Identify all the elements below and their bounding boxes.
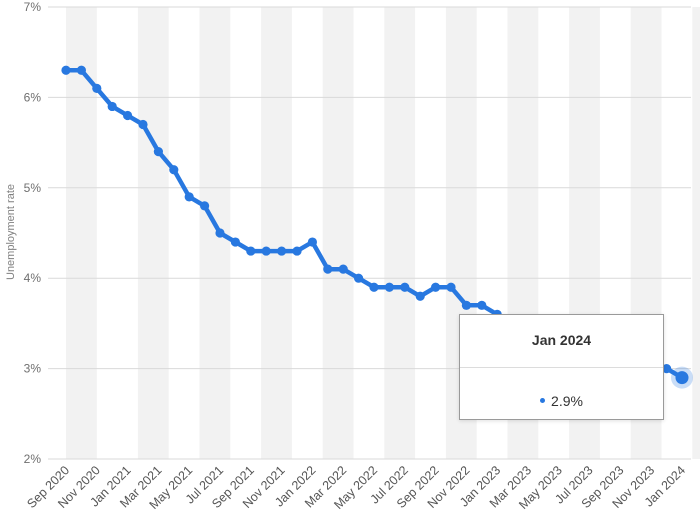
tooltip: Jan 2024 2.9% <box>459 314 664 420</box>
data-point[interactable] <box>369 282 379 292</box>
data-point[interactable] <box>307 237 317 247</box>
data-point[interactable] <box>61 65 71 75</box>
data-point[interactable] <box>662 364 672 374</box>
data-point[interactable] <box>92 83 102 93</box>
tooltip-divider <box>460 367 663 368</box>
y-tick-label: 7% <box>24 0 42 14</box>
data-point[interactable] <box>415 291 425 301</box>
series-dot-icon <box>540 397 546 403</box>
data-point[interactable] <box>323 264 333 274</box>
data-point[interactable] <box>215 228 225 238</box>
data-point[interactable] <box>246 246 256 256</box>
data-point[interactable] <box>200 201 210 211</box>
y-axis-ticks: 2% 3% 4% 5% 6% 7% <box>24 0 42 466</box>
column-band <box>322 7 354 459</box>
column-band <box>137 7 169 459</box>
data-point[interactable] <box>431 282 441 292</box>
column-band <box>261 7 292 459</box>
column-band <box>384 7 416 459</box>
hover-marker[interactable] <box>671 366 693 389</box>
y-tick-label: 5% <box>24 181 42 195</box>
data-point[interactable] <box>153 147 163 157</box>
data-point[interactable] <box>277 246 287 256</box>
tooltip-value: 2.9% <box>551 393 583 409</box>
y-tick-label: 3% <box>24 362 42 376</box>
column-band <box>692 7 700 459</box>
tooltip-value-row: 2.9% <box>460 393 663 409</box>
data-point[interactable] <box>107 101 117 112</box>
data-point-active[interactable] <box>675 371 689 385</box>
tooltip-title: Jan 2024 <box>531 332 592 348</box>
data-point[interactable] <box>138 119 148 130</box>
data-point[interactable] <box>76 65 86 75</box>
data-point[interactable] <box>446 282 456 292</box>
y-tick-label: 6% <box>24 90 42 104</box>
data-point[interactable] <box>292 246 302 256</box>
data-point[interactable] <box>230 237 240 247</box>
y-tick-label: 4% <box>24 271 42 285</box>
data-point[interactable] <box>477 300 487 310</box>
data-point[interactable] <box>384 282 394 292</box>
data-point[interactable] <box>261 246 271 256</box>
data-point[interactable] <box>461 300 471 310</box>
y-axis-label: Unemployment rate <box>5 184 17 280</box>
data-point[interactable] <box>169 165 179 175</box>
data-point[interactable] <box>354 273 364 283</box>
data-point[interactable] <box>400 282 410 292</box>
y-tick-label: 2% <box>24 452 42 466</box>
data-point[interactable] <box>123 110 133 121</box>
column-band <box>199 7 231 459</box>
data-point[interactable] <box>184 192 194 202</box>
data-point[interactable] <box>338 264 348 274</box>
